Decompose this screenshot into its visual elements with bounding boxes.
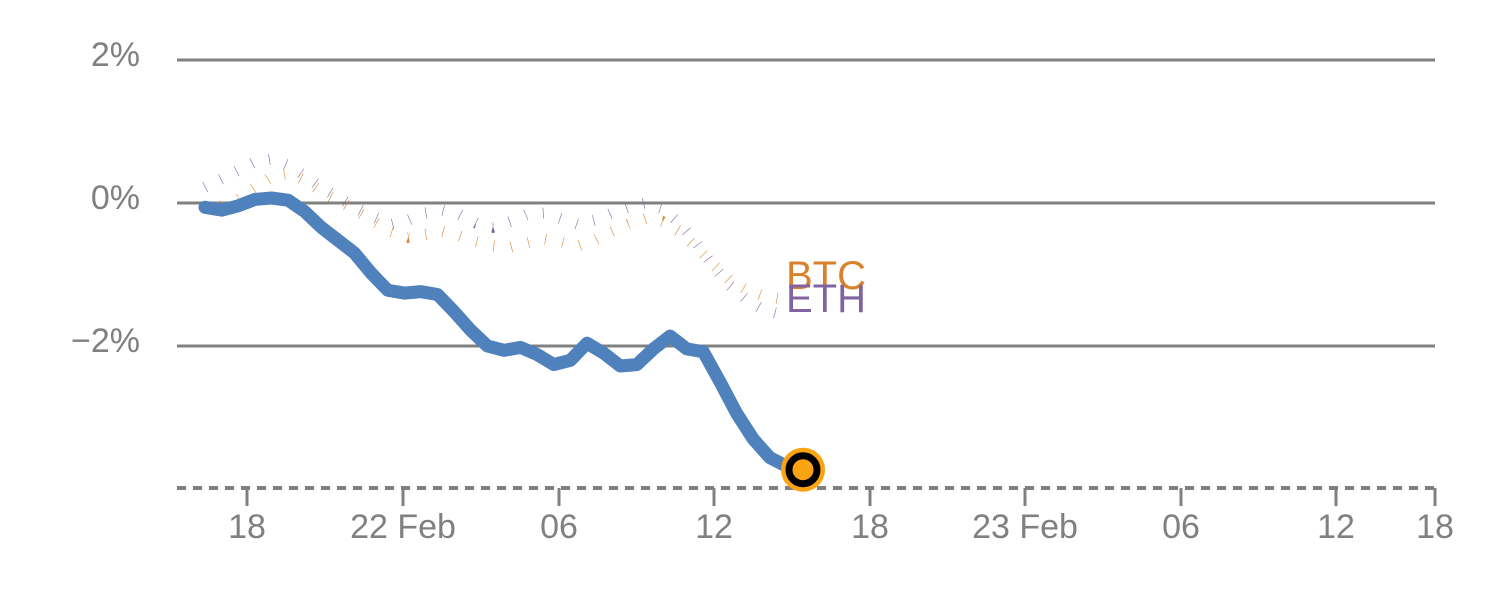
- eth-label: ETH: [786, 277, 866, 321]
- x-axis-tick-label: 06: [1162, 508, 1200, 546]
- y-axis-tick-label: 0%: [90, 179, 140, 217]
- series-line-eth: [202, 152, 783, 320]
- gridlines: [177, 58, 1435, 348]
- end-marker-ring: [785, 452, 821, 488]
- series-line-btc: [204, 167, 782, 305]
- x-axis-tick-label: 18: [851, 508, 889, 546]
- btc-label: BTC: [786, 254, 866, 298]
- y-axis-tick-label: −2%: [71, 322, 140, 360]
- series-lines: [198, 152, 810, 477]
- x-axis-tick-label: 18: [228, 508, 266, 546]
- x-axis-ticks: [245, 488, 1437, 506]
- x-axis-tick-label: 18: [1416, 508, 1454, 546]
- x-axis-tick-label: 23 Feb: [972, 508, 1078, 546]
- x-axis-tick-label: 06: [540, 508, 578, 546]
- end-point-marker[interactable]: [781, 447, 825, 492]
- series-line-portfolio: [198, 191, 810, 477]
- y-axis-tick-label: 2%: [90, 36, 140, 74]
- x-axis-tick-label: 22 Feb: [350, 508, 456, 546]
- x-axis-tick-label: 12: [1317, 508, 1355, 546]
- x-axis-tick-label: 12: [695, 508, 733, 546]
